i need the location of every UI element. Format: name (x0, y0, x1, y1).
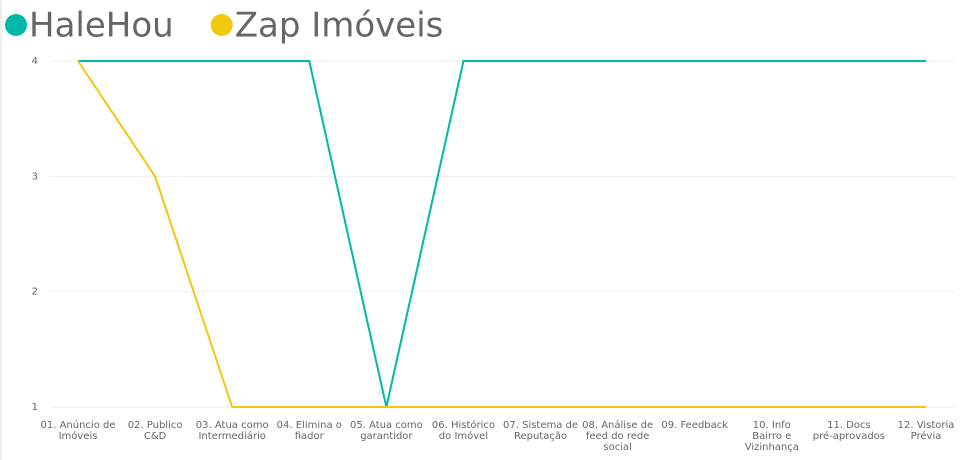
x-tick-label: 07. Sistema de Reputação (503, 420, 578, 442)
legend-label: Zap Imóveis (235, 6, 444, 46)
series-line (78, 60, 926, 408)
y-tick-label: 2 (32, 287, 38, 298)
x-tick-label: 08. Análise de feed do rede social (582, 419, 653, 453)
series-line (77, 60, 926, 408)
x-tick-label: 01. Anúncio de Imóveis (40, 419, 115, 442)
y-tick-label: 1 (32, 402, 38, 413)
y-tick-label: 4 (32, 56, 38, 67)
x-tick-label: 05. Atua como garantidor (350, 420, 423, 442)
x-tick-label: 09. Feedback (661, 420, 728, 431)
y-tick-label: 3 (32, 171, 38, 182)
x-tick-label: 06. Histórico do Imóvel (432, 419, 495, 442)
x-tick-label: 11. Docs pré-aprovados (813, 420, 885, 442)
x-tick-label: 12. Vistoria Prévia (898, 420, 955, 442)
x-tick-label: 03. Atua como Intermediário (196, 420, 269, 442)
x-tick-label: 10. Info Bairro e Vizinhança (745, 420, 799, 453)
legend-marker (5, 14, 27, 36)
x-tick-label: 04. Elimina o fiador (277, 420, 342, 442)
legend-label: HaleHou (29, 6, 174, 46)
legend-marker (210, 14, 233, 36)
x-tick-label: 02. Publico C&D (128, 420, 183, 442)
